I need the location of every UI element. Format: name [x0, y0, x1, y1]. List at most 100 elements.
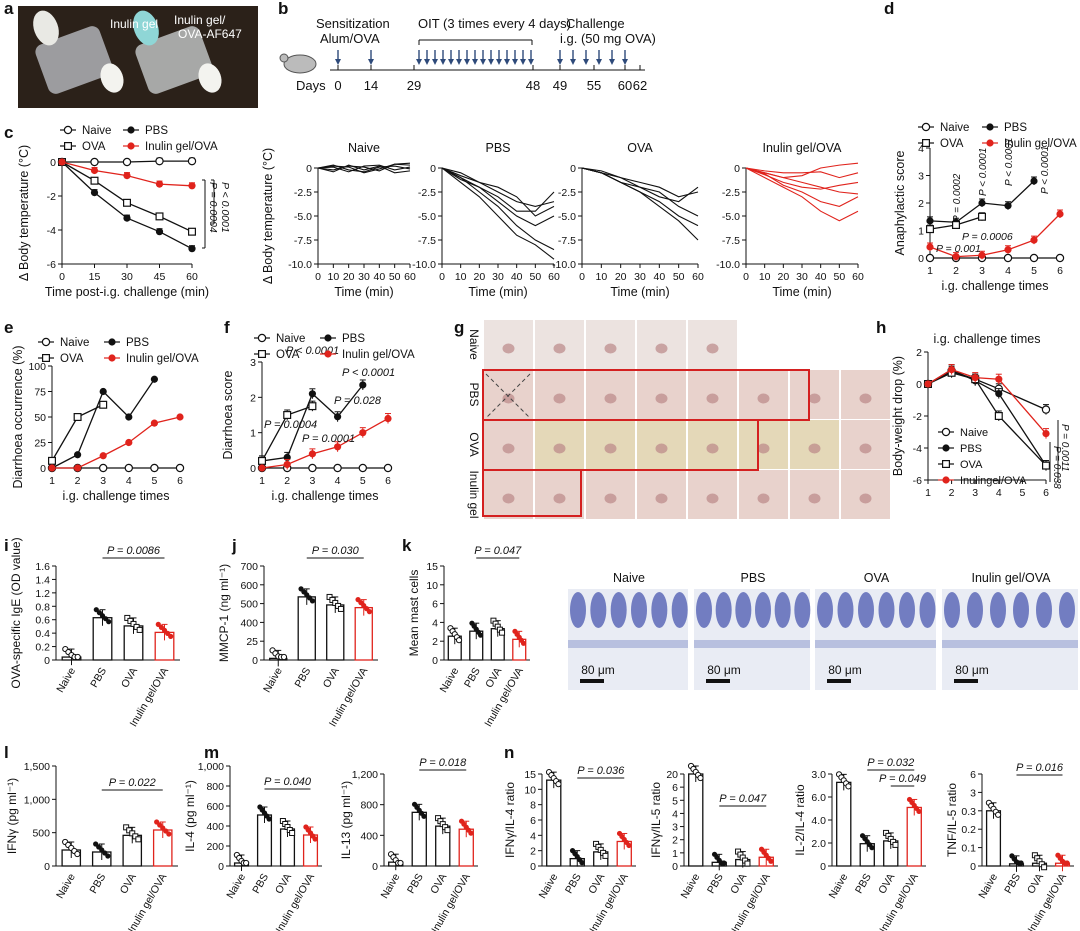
- arrow-head: [622, 59, 628, 65]
- y-tick-label: 3: [672, 822, 678, 834]
- x-tick-label: 5: [151, 475, 157, 487]
- x-tick-label: 40: [511, 271, 523, 283]
- x-tick-label: 30: [358, 271, 370, 283]
- data-point: [99, 452, 107, 460]
- mouse-photo-detail: [502, 443, 515, 454]
- y-tick-label: -10.0: [552, 259, 576, 271]
- data-point: [986, 139, 994, 147]
- y-tick-label: 10: [426, 580, 438, 592]
- x-tick-label: 0: [315, 271, 321, 283]
- panel-letter: c: [4, 123, 13, 142]
- data-point: [1030, 236, 1038, 244]
- category-label: Naive: [438, 665, 462, 694]
- p-value: P = 0.018: [419, 757, 467, 769]
- mouse-photo-detail: [553, 343, 566, 354]
- legend-entry: Naive: [82, 125, 111, 137]
- data-point: [334, 413, 342, 421]
- category-label: PBS: [405, 872, 426, 896]
- histology-villus: [967, 592, 983, 628]
- category-label: PBS: [853, 872, 874, 896]
- x-tick-label: 6: [1057, 265, 1063, 277]
- x-tick-label: 5: [1031, 265, 1037, 277]
- arrow-head: [557, 59, 563, 65]
- panel-letter: e: [4, 318, 13, 337]
- data-point: [994, 412, 1003, 421]
- category-label: OVA: [119, 666, 140, 691]
- legend-entry: Inulin gel/OVA: [126, 353, 199, 365]
- data-point: [63, 142, 72, 151]
- category-label: PBS: [88, 666, 109, 690]
- data-point: [626, 842, 632, 849]
- panel-letter: l: [4, 743, 9, 762]
- data-point: [105, 853, 111, 859]
- category-label: Naive: [224, 871, 248, 900]
- y-tick-label: 0: [250, 463, 256, 475]
- photo-label: OVA-AF647: [178, 27, 242, 41]
- arrow-head: [432, 59, 438, 65]
- y-tick-label: 500: [240, 599, 258, 611]
- mouse-photo-detail: [859, 393, 872, 404]
- trace-line: [317, 164, 411, 174]
- p-value: P = 0.049: [879, 773, 926, 785]
- panel-letter: j: [231, 536, 237, 555]
- data-point: [579, 860, 585, 866]
- day-label: 14: [364, 78, 378, 93]
- category-label: Naive: [379, 871, 403, 900]
- panel-letter: h: [876, 318, 886, 337]
- p-value: P = 0.016: [1016, 762, 1064, 774]
- legend-entry: PBS: [126, 337, 149, 349]
- y-tick-label: -7.5: [294, 235, 312, 247]
- series-line: [929, 213, 1061, 258]
- arrow-head: [596, 59, 602, 65]
- y-tick-label: 3: [250, 357, 256, 369]
- data-point: [995, 390, 1003, 398]
- x-tick-label: 30: [492, 271, 504, 283]
- y-tick-label: 100: [28, 361, 46, 373]
- data-point: [280, 653, 288, 661]
- y-axis-label: IFNγ (pg ml⁻¹): [5, 778, 19, 854]
- histology-image: [694, 589, 810, 690]
- y-axis-label: IFNγ/IL-5 ratio: [649, 782, 663, 858]
- facet-title: OVA: [627, 141, 653, 155]
- data-point: [99, 400, 108, 409]
- legend-entry: OVA: [276, 349, 300, 361]
- y-tick-label: 0: [530, 861, 536, 873]
- y-tick-label: 5: [672, 795, 678, 807]
- x-axis-label: i.g. challenge times: [271, 489, 378, 503]
- legend-entry: Naive: [276, 333, 305, 345]
- scale-label: 80 μm: [581, 663, 615, 677]
- x-tick-label: 4: [335, 475, 341, 487]
- vial-cap: [100, 63, 124, 93]
- x-tick-label: 0: [439, 271, 445, 283]
- chart-i: 00.2 0.40.6 0.81.2 1.41.6 OVA-specific IgE (…: [9, 537, 180, 729]
- y-axis-label: IL-4 (pg ml⁻¹): [183, 780, 197, 852]
- y-tick-label: 0: [918, 253, 924, 265]
- data-point: [337, 605, 344, 612]
- y-tick-label: -2.5: [418, 187, 436, 199]
- x-axis-label: i.g. challenge times: [62, 489, 169, 503]
- data-point: [1064, 860, 1070, 866]
- x-tick-label: 2: [284, 475, 290, 487]
- y-axis-label: Body-weight drop (%): [891, 356, 905, 476]
- y-tick-label: 4.0: [811, 815, 826, 827]
- legend: Naive PBS OVA Inulin gel/OVA: [38, 337, 199, 365]
- category-label: PBS: [462, 666, 483, 690]
- trace-line: [745, 167, 859, 195]
- category-label: Naive: [261, 665, 285, 694]
- data-point: [1042, 430, 1050, 438]
- data-point: [125, 438, 133, 447]
- y-tick-label: 0.2: [35, 642, 50, 654]
- chart-e: 0 25 50 75 100 1 2 3 4 5 6 i.g. challenge times Diar…: [11, 345, 185, 503]
- category-label: OVA: [273, 872, 294, 897]
- arrow-head: [512, 59, 518, 65]
- mouse-photo-detail: [655, 343, 668, 354]
- x-tick-label: 3: [972, 487, 978, 499]
- data-point: [941, 460, 950, 469]
- p-value: P = 0.028: [334, 395, 382, 407]
- panel-letter: f: [224, 318, 230, 337]
- y-tick-label: -2.5: [294, 187, 312, 199]
- p-value: P < 0.0001: [978, 148, 989, 196]
- arrow-head: [528, 59, 534, 65]
- x-tick-label: 6: [177, 475, 183, 487]
- data-point: [108, 354, 116, 362]
